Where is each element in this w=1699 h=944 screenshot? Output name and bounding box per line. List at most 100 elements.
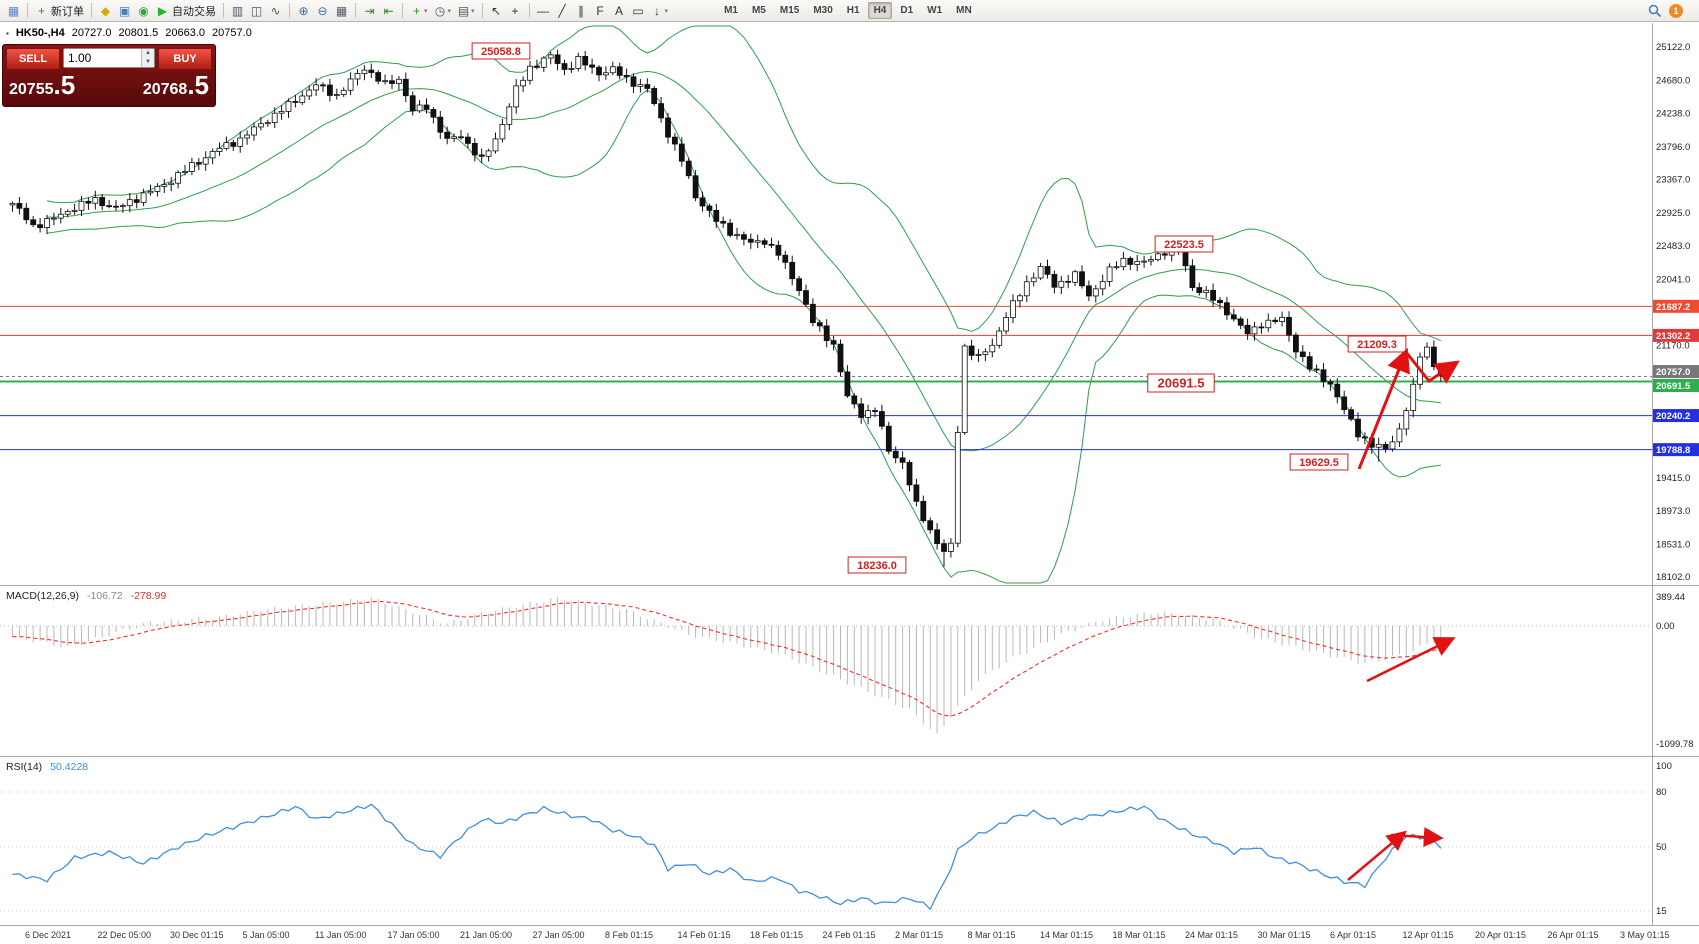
toolbar-separator [355,3,356,18]
svg-text:25122.0: 25122.0 [1656,42,1690,53]
timeframe-h4[interactable]: H4 [867,2,893,19]
svg-text:19629.5: 19629.5 [1299,457,1339,469]
volume-up-icon[interactable]: ▲ [142,49,154,58]
periods-icon-glyph: ◷ [434,3,446,18]
svg-text:20240.2: 20240.2 [1656,411,1690,422]
horizontal-line-icon[interactable]: — [534,2,553,20]
timeframe-m15[interactable]: M15 [779,5,800,16]
text-icon[interactable]: A [610,2,629,20]
community-icon[interactable]: ◉ [134,2,153,20]
indicators-icon[interactable]: + ▾ [407,2,431,20]
periods-icon[interactable]: ◷ ▾ [431,2,455,20]
text-label-icon[interactable]: ▭ [629,2,648,20]
timeframe-mn[interactable]: MN [956,5,972,16]
timeframe-m30[interactable]: M30 [813,5,833,16]
svg-text:24680.0: 24680.0 [1656,75,1690,86]
crosshair-icon[interactable]: + [506,2,525,20]
zoom-out-icon[interactable]: ⊖ [313,2,332,20]
arrows-icon-glyph: ↓ [654,3,661,18]
svg-text:8 Feb 01:15: 8 Feb 01:15 [605,930,653,940]
svg-text:20 Apr 01:15: 20 Apr 01:15 [1475,930,1526,940]
notifications-badge[interactable]: 1 [1669,3,1683,18]
autotrading-button[interactable]: ▶ 自动交易 [153,2,219,20]
volume-spinner[interactable]: ▲ ▼ [141,49,154,67]
line-chart-icon[interactable]: ∿ [266,2,285,20]
svg-text:21 Jan 05:00: 21 Jan 05:00 [460,930,512,940]
chevron-down-icon: ▾ [447,7,452,15]
svg-text:30 Dec 01:15: 30 Dec 01:15 [170,930,224,940]
svg-text:24238.0: 24238.0 [1656,109,1690,120]
svg-text:26 Apr 01:15: 26 Apr 01:15 [1548,930,1599,940]
svg-text:18973.0: 18973.0 [1656,506,1690,517]
market-watch-icon[interactable]: ▣ [115,2,134,20]
svg-text:22523.5: 22523.5 [1164,239,1204,251]
cursor-icon[interactable]: ↖ [487,2,506,20]
arrows-icon[interactable]: ↓ ▾ [648,2,672,20]
bar-chart-icon[interactable]: ▥ [228,2,247,20]
svg-text:6 Apr 01:15: 6 Apr 01:15 [1330,930,1376,940]
new-chart-icon-glyph: ▦ [7,3,20,18]
svg-text:20691.5: 20691.5 [1656,381,1691,392]
macd-signal-value: -278.99 [130,590,167,602]
svg-text:100: 100 [1656,761,1672,772]
high-value: 20801.5 [118,27,159,39]
svg-text:21209.3: 21209.3 [1357,339,1397,351]
svg-text:18236.0: 18236.0 [857,560,897,572]
timeframe-w1[interactable]: W1 [927,5,943,16]
templates-icon-glyph: ▤ [457,3,470,18]
time-axis[interactable]: 6 Dec 2021 22 Dec 05:00 30 Dec 01:15 5 Jan … [25,930,1670,940]
chart-shift-icon[interactable]: ⇤ [379,2,398,20]
fibonacci-icon-glyph: F [596,3,604,18]
price-axis[interactable]: 25122.0 24680.0 24238.0 23796.0 23367.0 22925… [1653,42,1699,583]
metaeditor-icon[interactable]: ◆ [96,2,115,20]
auto-scroll-icon[interactable]: ⇥ [360,2,379,20]
timeframe-h1[interactable]: H1 [846,5,860,16]
search-icon[interactable] [1648,4,1662,18]
crosshair-icon-glyph: + [511,3,519,18]
line-chart-icon-glyph: ∿ [270,3,281,18]
macd-main-value: -106.72 [86,590,123,602]
zoom-in-icon[interactable]: ⊕ [294,2,313,20]
sell-price: 20755.5 [9,70,76,100]
buy-button[interactable]: BUY [158,48,212,70]
macd-panel: 389.44 0.00 -1099.78 [0,592,1694,750]
trendline-icon[interactable]: ╱ [553,2,572,20]
timeframe-m5[interactable]: M5 [751,5,766,16]
low-value: 20663.0 [165,27,206,39]
fibonacci-icon[interactable]: F [591,2,610,20]
sell-button[interactable]: SELL [6,48,60,70]
toolbar-separator [528,3,530,18]
channel-icon[interactable]: ∥ [572,2,591,20]
new-order-button[interactable]: + 新订单 [32,2,87,20]
cursor-icon-glyph: ↖ [491,3,502,18]
zoom-in-icon-glyph: ⊕ [298,3,309,18]
price-flag-labels[interactable]: 25058.8 22523.5 21209.3 20691.5 19629.5 18236… [471,42,1407,574]
svg-text:27 Jan 05:00: 27 Jan 05:00 [533,930,585,940]
timeframe-d1[interactable]: D1 [900,5,914,16]
tile-windows-icon[interactable]: ▦ [332,2,351,20]
svg-text:50: 50 [1656,842,1667,853]
svg-text:0.00: 0.00 [1656,621,1675,632]
volume-box: ▲ ▼ [63,48,155,68]
svg-text:18531.0: 18531.0 [1656,540,1690,551]
channel-icon-glyph: ∥ [578,3,585,18]
toolbar-separator [402,3,403,18]
timeframe-m1[interactable]: M1 [724,5,738,16]
svg-text:25058.8: 25058.8 [481,46,521,58]
templates-icon[interactable]: ▤ ▾ [454,2,478,20]
text-label-icon-glyph: ▭ [632,3,644,18]
svg-text:19788.8: 19788.8 [1656,445,1690,456]
candlestick-chart-icon[interactable]: ◫ [247,2,266,20]
trend-arrows[interactable] [1357,347,1460,470]
macd-name: MACD(12,26,9) [6,590,79,602]
svg-text:22 Dec 05:00: 22 Dec 05:00 [98,930,152,940]
svg-text:24 Mar 01:15: 24 Mar 01:15 [1185,930,1238,940]
close-value: 20757.0 [212,27,252,39]
volume-input[interactable] [64,51,141,65]
timeframes-toolbar: M1 M5 M15 M30 H1 H4 D1 W1 MN [717,2,979,19]
new-chart-icon[interactable]: ▦ [4,2,23,20]
volume-down-icon[interactable]: ▼ [142,58,154,67]
chevron-down-icon: ▾ [424,7,428,15]
